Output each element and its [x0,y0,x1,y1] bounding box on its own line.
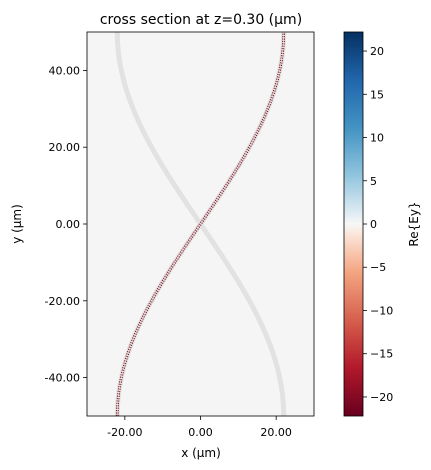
colorbar: 20 15 10 5 0 −5 −10 −15 −20 Re{Ey} [343,31,421,417]
colorbar-tick-label: 0 [370,218,377,231]
y-tick-label: 0.00 [56,218,81,231]
plot-area [86,31,315,417]
colorbar-gradient [343,31,364,417]
x-tick-label: -20.00 [107,426,142,439]
y-tick-label: 40.00 [49,64,81,77]
colorbar-label: Re{Ey} [407,201,421,246]
colorbar-tick-label: 15 [370,88,384,101]
y-tick-label: -40.00 [45,372,80,385]
y-axis-label: y (μm) [10,204,24,244]
colorbar-tick-label: 20 [370,45,384,58]
y-axis: 40.00 20.00 0.00 -20.00 -40.00 [45,64,87,385]
chart-title: cross section at z=0.30 (μm) [100,12,302,28]
colorbar-tick-label: 5 [370,175,377,188]
x-tick-label: 0.00 [188,426,213,439]
colorbar-ticks: 20 15 10 5 0 −5 −10 −15 −20 [363,45,393,404]
colorbar-tick-label: −20 [370,391,393,404]
colorbar-tick-label: −5 [370,261,386,274]
x-axis-label: x (μm) [181,446,221,460]
field-mode-core [116,32,285,416]
x-axis: -20.00 0.00 20.00 [107,416,292,439]
x-tick-label: 20.00 [260,426,292,439]
y-tick-label: 20.00 [49,141,81,154]
y-tick-label: -20.00 [45,295,80,308]
colorbar-tick-label: −15 [370,348,393,361]
colorbar-tick-label: 10 [370,132,384,145]
colorbar-tick-label: −10 [370,304,393,317]
